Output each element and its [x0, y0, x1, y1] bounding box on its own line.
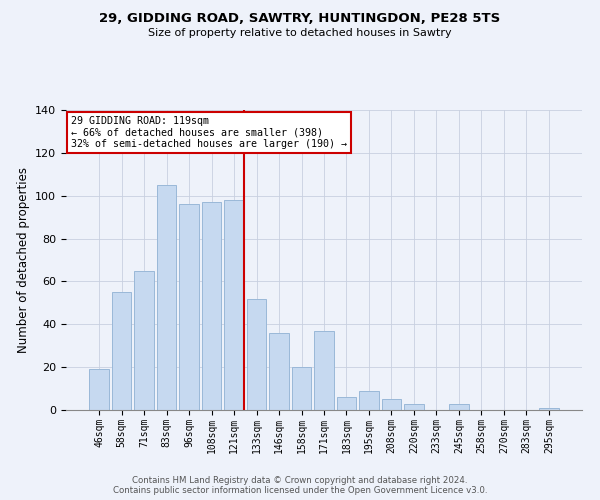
Bar: [269, 333, 289, 410]
Bar: [134, 270, 154, 410]
Text: 29 GIDDING ROAD: 119sqm
← 66% of detached houses are smaller (398)
32% of semi-d: 29 GIDDING ROAD: 119sqm ← 66% of detache…: [71, 116, 347, 149]
Bar: [314, 330, 334, 410]
Bar: [202, 202, 221, 410]
Bar: [89, 370, 109, 410]
Bar: [337, 397, 356, 410]
Bar: [404, 404, 424, 410]
Bar: [179, 204, 199, 410]
Text: Contains public sector information licensed under the Open Government Licence v3: Contains public sector information licen…: [113, 486, 487, 495]
Text: 29, GIDDING ROAD, SAWTRY, HUNTINGDON, PE28 5TS: 29, GIDDING ROAD, SAWTRY, HUNTINGDON, PE…: [100, 12, 500, 26]
Bar: [359, 390, 379, 410]
Text: Size of property relative to detached houses in Sawtry: Size of property relative to detached ho…: [148, 28, 452, 38]
Bar: [157, 185, 176, 410]
Bar: [112, 292, 131, 410]
Bar: [224, 200, 244, 410]
Text: Contains HM Land Registry data © Crown copyright and database right 2024.: Contains HM Land Registry data © Crown c…: [132, 476, 468, 485]
Bar: [292, 367, 311, 410]
Bar: [382, 400, 401, 410]
Bar: [247, 298, 266, 410]
Bar: [539, 408, 559, 410]
Y-axis label: Number of detached properties: Number of detached properties: [17, 167, 29, 353]
Bar: [449, 404, 469, 410]
